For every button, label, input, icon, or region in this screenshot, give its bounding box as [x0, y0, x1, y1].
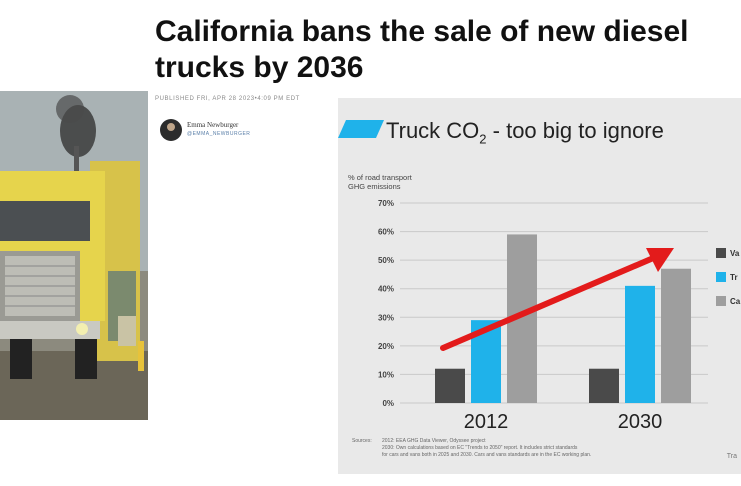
y-tick-label: 0% — [382, 399, 394, 408]
legend-swatch — [716, 296, 726, 306]
published-date: PUBLISHED FRI, APR 28 2023•4:09 PM EDT — [155, 96, 300, 102]
sources-line-2: 2030: Own calculations based on EC "Tren… — [382, 445, 578, 451]
legend-label: Tr — [730, 273, 738, 282]
x-tick-label: 2012 — [464, 411, 509, 433]
sources-label: Sources: — [352, 438, 372, 444]
y-axis-label-line-2: GHG emissions — [348, 182, 401, 191]
author-name[interactable]: Emma Newburger — [187, 121, 239, 129]
title-accent-shape — [338, 120, 384, 138]
headline-line-1: California bans the sale of new diesel — [155, 15, 689, 48]
sources-line-3: for cars and vans both in 2025 and 2030.… — [382, 452, 592, 458]
trend-arrow-head — [646, 248, 674, 272]
y-tick-label: 40% — [378, 285, 394, 294]
chart-title-rest: - too big to ignore — [486, 118, 664, 143]
bar — [435, 368, 465, 403]
legend-swatch — [716, 248, 726, 258]
legend-label: Va — [730, 249, 740, 258]
y-tick-label: 10% — [378, 370, 394, 379]
author-byline: Emma Newburger @EMMA_NEWBURGER — [160, 119, 320, 141]
y-axis-label-line-1: % of road transport — [348, 173, 412, 182]
chart-title-subscript: 2 — [479, 131, 487, 147]
bar — [589, 368, 619, 403]
bar — [625, 285, 655, 403]
y-tick-label: 50% — [378, 256, 394, 265]
avatar[interactable] — [160, 119, 182, 141]
y-tick-label: 70% — [378, 199, 394, 208]
y-axis-label: % of road transport GHG emissions — [348, 173, 448, 191]
truck-photo — [0, 91, 148, 420]
chart-title-main: Truck CO — [386, 118, 480, 143]
author-handle[interactable]: @EMMA_NEWBURGER — [187, 131, 251, 137]
trend-arrow-shaft — [440, 253, 661, 351]
legend-label: Ca — [730, 297, 741, 306]
legend-swatch — [716, 272, 726, 282]
headline: California bans the sale of new diesel t… — [155, 14, 735, 86]
truck-illustration — [0, 91, 148, 420]
y-tick-label: 20% — [378, 342, 394, 351]
bar — [661, 268, 691, 403]
chart-title: Truck CO2 - too big to ignore — [386, 118, 664, 146]
chart-canvas: 0% 10% 20% 30% 40% 50% 60% 70% 2012 2030 Va Tr Ca — [338, 120, 741, 433]
publisher-mark: Tra — [726, 453, 737, 460]
chart-panel: 0% 10% 20% 30% 40% 50% 60% 70% 2012 2030 Va Tr Ca Tr… — [338, 98, 741, 474]
y-tick-label: 30% — [378, 313, 394, 322]
y-tick-label: 60% — [378, 228, 394, 237]
sources-line-1: 2012: EEA GHG Data Viewer, Odyssee proje… — [382, 438, 486, 444]
x-tick-label: 2030 — [618, 411, 663, 433]
sources-text: 2012: EEA GHG Data Viewer, Odyssee proje… — [382, 438, 682, 459]
headline-line-2: trucks by 2036 — [155, 51, 364, 84]
